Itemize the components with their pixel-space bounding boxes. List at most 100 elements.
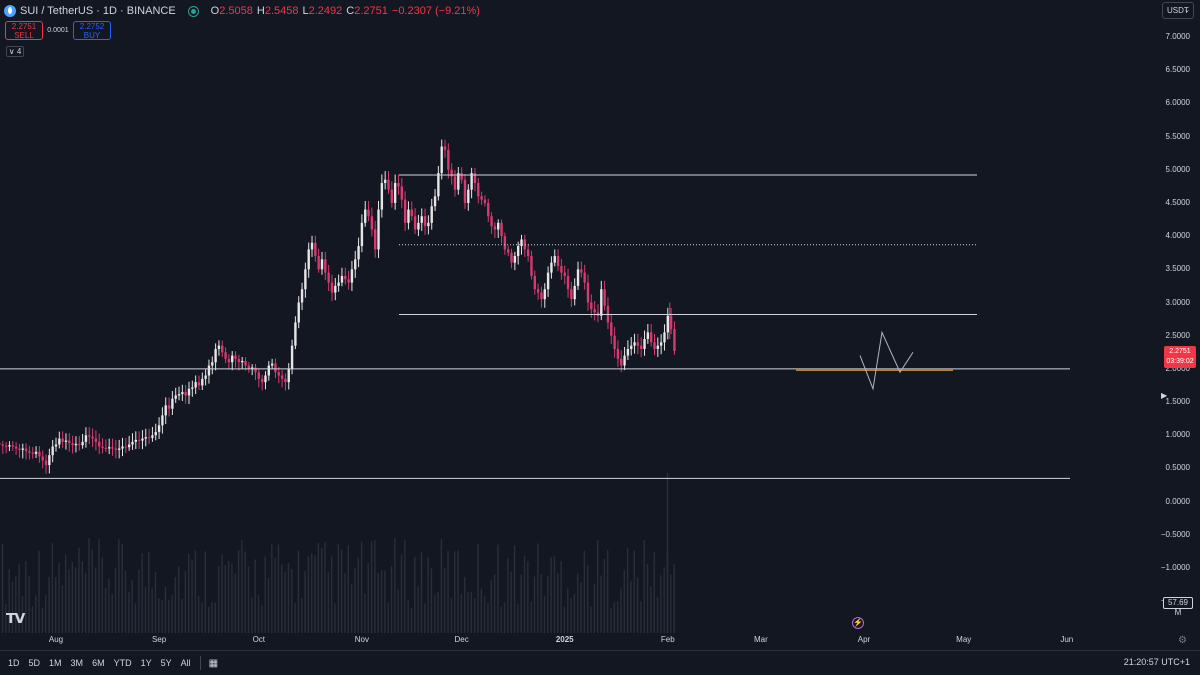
volume-bar [244, 551, 246, 633]
volume-bar [94, 567, 97, 633]
candle-body [181, 392, 184, 395]
volume-bar [636, 577, 639, 633]
settings-icon[interactable]: ⚙ [1178, 635, 1187, 646]
candle-body [344, 275, 347, 280]
currency-selector[interactable]: USDT ⌄ [1162, 2, 1194, 19]
candle-body [48, 455, 51, 466]
volume-bar [237, 550, 240, 633]
candle-body [387, 179, 390, 190]
volume-bar [88, 538, 90, 633]
y-tick-label: 0.5000 [1165, 463, 1190, 473]
volume-bar [640, 601, 642, 633]
lightning-icon[interactable]: ⚡ [852, 617, 864, 629]
volume-bar [78, 547, 80, 633]
candle-body [101, 446, 104, 448]
volume-bar [291, 569, 293, 633]
volume-bar [324, 541, 326, 633]
candle-body [117, 448, 121, 450]
volume-bar [560, 560, 562, 633]
y-tick-label: 4.5000 [1165, 197, 1190, 207]
volume-bar [587, 565, 589, 633]
volume-bar [483, 596, 486, 633]
volume-bar [447, 550, 449, 633]
arrow-right-icon[interactable]: ▶ [1161, 391, 1168, 400]
volume-bar [540, 574, 542, 633]
range-button-5d[interactable]: 5D [28, 658, 41, 668]
range-button-5y[interactable]: 5Y [160, 658, 172, 668]
candle-body [11, 445, 14, 447]
price-chart[interactable] [0, 0, 1200, 650]
volume-bar [360, 541, 363, 633]
indicator-count-toggle[interactable]: ∨ 4 [6, 46, 24, 57]
y-tick-label: 6.5000 [1165, 65, 1190, 75]
buy-button[interactable]: 2.2752 BUY [73, 21, 111, 40]
ohlc-high-value: 2.5458 [264, 5, 299, 17]
volume-bar [590, 606, 592, 633]
candle-body [483, 199, 487, 203]
buy-label: BUY [83, 31, 101, 40]
volume-bar [101, 557, 103, 633]
volume-bar [407, 600, 409, 633]
toolbar-divider [199, 656, 201, 670]
candle-body [357, 246, 360, 260]
candle-body [430, 206, 433, 223]
volume-bar [307, 556, 310, 633]
candle-body [104, 447, 108, 449]
range-button-1d[interactable]: 1D [8, 658, 20, 668]
candle-body [643, 339, 646, 349]
candle-body [623, 355, 626, 366]
volume-bar [207, 606, 210, 633]
candle-body [423, 216, 427, 227]
candle-body [500, 222, 503, 237]
volume-bar [606, 550, 609, 633]
candle-body [284, 378, 287, 383]
range-button-3m[interactable]: 3M [70, 658, 84, 668]
range-button-all[interactable]: All [180, 658, 191, 668]
candle-body [157, 425, 161, 432]
volume-bar [51, 543, 54, 633]
candle-body [204, 375, 207, 379]
volume-bar [48, 577, 50, 633]
candle-body [274, 363, 277, 373]
candle-body [407, 209, 410, 223]
range-button-1y[interactable]: 1Y [140, 658, 152, 668]
candle-body [383, 179, 387, 184]
range-button-6m[interactable]: 6M [92, 658, 105, 668]
candle-body [513, 256, 517, 263]
volume-bar [417, 586, 419, 633]
candle-body [54, 444, 58, 447]
volume-bar [141, 553, 143, 633]
candle-body [553, 256, 556, 263]
tradingview-logo-icon[interactable]: 𝗧𝗩 [6, 610, 25, 626]
calendar-icon[interactable]: ▦ [208, 657, 219, 669]
range-button-1m[interactable]: 1M [49, 658, 62, 668]
volume-bar [643, 539, 645, 633]
volume-bar [510, 571, 512, 633]
candle-body [297, 302, 300, 323]
candle-body [467, 189, 470, 203]
range-button-ytd[interactable]: YTD [113, 658, 132, 668]
sell-button[interactable]: 2.2751 SELL [5, 21, 43, 40]
volume-bar [414, 556, 416, 633]
volume-bar [577, 572, 579, 633]
y-tick-label: 3.0000 [1165, 297, 1190, 307]
candle-body [207, 365, 211, 376]
candle-body [38, 451, 41, 457]
volume-bar [25, 561, 27, 633]
candle-body [320, 259, 324, 270]
candle-body [61, 438, 64, 442]
candle-body [171, 398, 174, 409]
symbol-title[interactable]: SUI / TetherUS · 1D · BINANCE [20, 5, 176, 17]
candle-body [490, 216, 493, 227]
volume-bar [567, 588, 569, 633]
candle-body [257, 372, 261, 379]
candle-body [520, 239, 523, 247]
candle-body [121, 446, 124, 449]
candle-body [663, 332, 666, 343]
volume-bar [8, 568, 10, 633]
volume-bar [570, 598, 572, 633]
y-tick-label: 2.5000 [1165, 330, 1190, 340]
clock[interactable]: 21:20:57 UTC+1 [1123, 657, 1190, 667]
candle-body [487, 202, 490, 217]
y-tick-label: −1.0000 [1160, 563, 1190, 572]
